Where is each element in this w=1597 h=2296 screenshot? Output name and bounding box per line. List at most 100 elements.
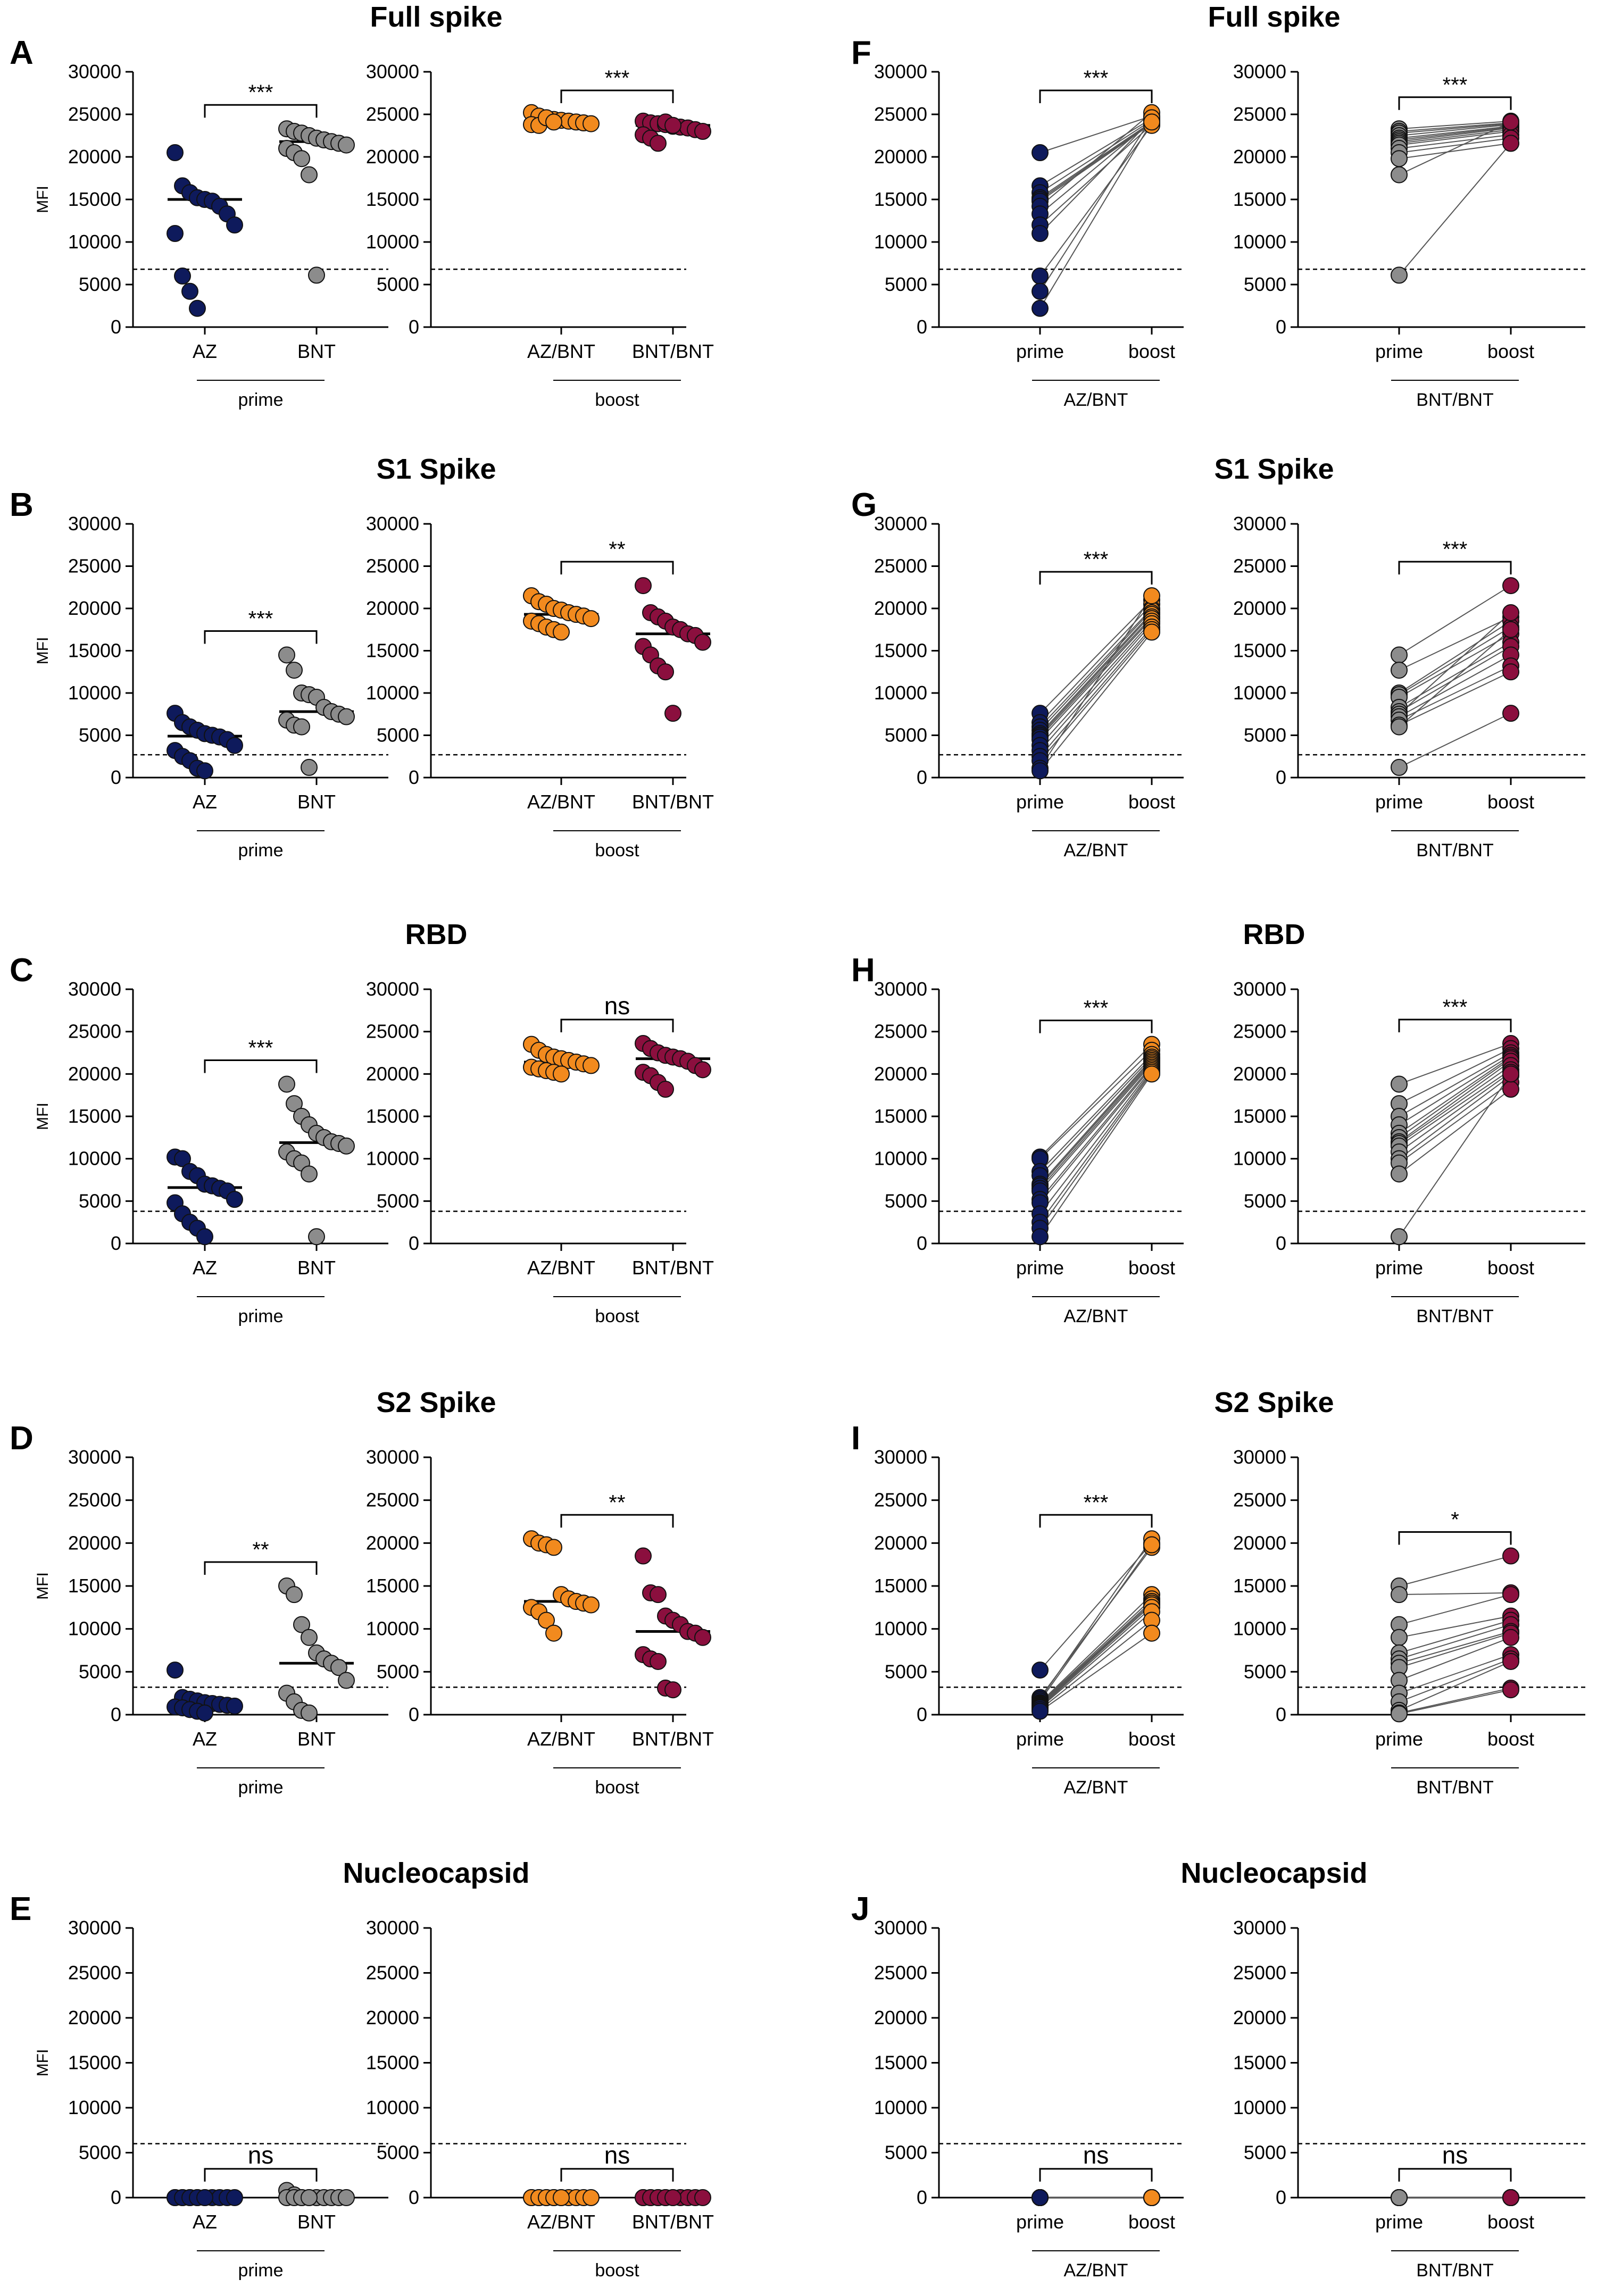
data-point-boost: [1502, 113, 1519, 131]
panel-letter: B: [10, 487, 34, 523]
significance-bracket: [204, 104, 318, 118]
y-tick-label: 20000: [874, 2007, 927, 2028]
panel-letter: A: [10, 35, 34, 71]
y-tick-label: 15000: [874, 640, 927, 662]
group-label: boost: [595, 1306, 639, 1326]
y-tick-label: 30000: [68, 1446, 121, 1468]
panel-b: B S1 Spike 0 5000 10000 15000 20000 25000 30000 M…: [10, 453, 496, 861]
y-tick-label: 5000: [1244, 2142, 1286, 2164]
data-point: [338, 1672, 355, 1689]
paired-connector: [1399, 627, 1511, 696]
y-tick-label: 5000: [1244, 273, 1286, 295]
data-point-prime: [1391, 266, 1408, 284]
data-point-prime: [1032, 1228, 1049, 1246]
significance-label: ns: [604, 2141, 630, 2169]
group-label: AZ/BNT: [1064, 1306, 1128, 1326]
y-tick-label: 15000: [874, 1575, 927, 1597]
paired-connector: [1399, 1069, 1511, 1147]
y-tick-label: 15000: [68, 1575, 121, 1597]
panel-a2: 0 5000 10000 15000 20000 25000 30000 AZ/BNT BNT/…: [366, 61, 714, 410]
significance-label: ***: [1084, 1491, 1109, 1514]
y-tick-label: 15000: [874, 2052, 927, 2074]
paired-connector: [1039, 1070, 1152, 1223]
y-tick-label: 20000: [1233, 1532, 1286, 1554]
panel-e: E Nucleocapsid 0 5000 10000 15000 20000 25000 30…: [10, 1857, 530, 2281]
data-point: [286, 1095, 303, 1113]
x-tick-label: AZ: [193, 340, 217, 362]
paired-connector: [1399, 1043, 1511, 1085]
x-tick-label: prime: [1016, 340, 1064, 362]
y-tick-label: 20000: [68, 2007, 121, 2028]
y-tick-label: 15000: [1233, 2052, 1286, 2074]
x-tick-label: boost: [1487, 791, 1534, 813]
paired-connector: [1399, 1055, 1511, 1125]
paired-connector: [1039, 121, 1152, 309]
y-tick-label: 0: [409, 316, 419, 338]
y-tick-label: 30000: [1233, 61, 1286, 82]
data-point: [286, 662, 303, 679]
paired-connector: [1039, 1073, 1152, 1237]
y-tick-label: 10000: [1233, 1618, 1286, 1640]
data-point: [664, 116, 681, 134]
y-tick-label: 10000: [366, 1618, 419, 1640]
data-point: [694, 633, 711, 651]
paired-connector: [1399, 641, 1511, 708]
significance-label: ns: [604, 992, 630, 1020]
data-point-prime: [1032, 225, 1049, 242]
data-point: [553, 2189, 570, 2206]
panel-title: S1 Spike: [376, 453, 496, 485]
significance-bracket: [1039, 1020, 1153, 1033]
data-point: [664, 2189, 681, 2206]
y-tick-label: 25000: [68, 103, 121, 125]
paired-connector: [1039, 1598, 1152, 1704]
panel-letter: H: [851, 952, 875, 989]
group-label: boost: [595, 1777, 639, 1798]
y-axis-label: MFI: [34, 2049, 52, 2077]
paired-connector: [1399, 120, 1511, 130]
paired-connector: [1039, 1544, 1152, 1701]
y-tick-label: 5000: [1244, 1190, 1286, 1212]
x-tick-label: BNT: [297, 340, 336, 362]
paired-connector: [1399, 143, 1511, 160]
y-tick-label: 5000: [79, 2142, 121, 2164]
paired-connector: [1399, 1661, 1511, 1711]
y-tick-label: 20000: [366, 1063, 419, 1084]
data-point: [293, 718, 310, 736]
paired-connector: [1399, 1075, 1511, 1159]
group-label: AZ/BNT: [1064, 840, 1128, 861]
y-tick-label: 30000: [366, 1446, 419, 1468]
y-tick-label: 10000: [1233, 682, 1286, 704]
y-tick-label: 25000: [366, 555, 419, 577]
y-tick-label: 30000: [68, 61, 121, 82]
y-tick-label: 30000: [1233, 1446, 1286, 1468]
significance-label: ***: [248, 81, 273, 104]
paired-connector: [1399, 1056, 1511, 1134]
paired-connector: [1399, 1654, 1511, 1694]
y-tick-label: 15000: [874, 1105, 927, 1127]
y-tick-label: 0: [409, 1704, 419, 1725]
y-tick-label: 15000: [1233, 640, 1286, 662]
paired-connector: [1039, 599, 1152, 714]
data-point: [189, 299, 206, 317]
y-tick-label: 15000: [1233, 188, 1286, 210]
panel-g: G S1 Spike 0 5000 10000 15000 20000 25000 30000 p…: [851, 453, 1334, 861]
data-point: [174, 1150, 191, 1167]
significance-bracket: [1398, 561, 1512, 575]
data-point: [226, 737, 243, 754]
y-tick-label: 30000: [68, 513, 121, 535]
data-point: [694, 1629, 711, 1646]
data-point: [657, 663, 674, 681]
y-tick-label: 30000: [874, 513, 927, 535]
paired-connector: [1039, 122, 1152, 200]
y-tick-label: 10000: [874, 1148, 927, 1170]
group-label: BNT/BNT: [1416, 390, 1493, 410]
y-tick-label: 15000: [68, 2052, 121, 2074]
y-tick-label: 15000: [1233, 1105, 1286, 1127]
data-point: [583, 115, 600, 132]
y-tick-label: 25000: [68, 1021, 121, 1042]
y-tick-label: 15000: [366, 640, 419, 662]
data-point-boost: [1502, 1065, 1519, 1083]
panel-title: Full spike: [1208, 1, 1340, 33]
group-label: AZ/BNT: [1064, 1777, 1128, 1798]
paired-connector: [1399, 131, 1511, 146]
